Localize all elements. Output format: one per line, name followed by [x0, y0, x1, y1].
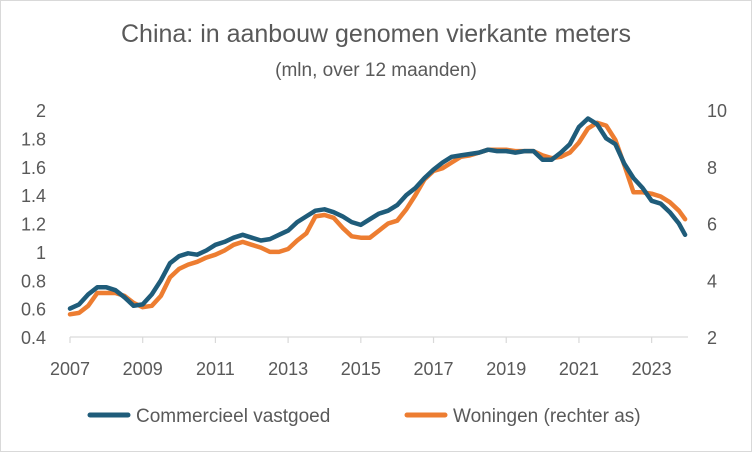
series-line-woningen — [67, 120, 688, 317]
x-tick-label: 2021 — [559, 359, 599, 379]
x-tick-label: 2007 — [50, 359, 90, 379]
x-tick-label: 2019 — [486, 359, 526, 379]
right-axis-ticks: 2 4 6 8 10 — [707, 101, 727, 348]
x-tick-label: 2013 — [268, 359, 308, 379]
x-axis-ticks: 2007 2009 2011 2013 2015 2017 2019 2021 2023 — [50, 337, 672, 379]
right-tick-label: 2 — [707, 328, 717, 348]
series-line-commercieel — [67, 116, 688, 311]
x-tick-label: 2011 — [196, 359, 235, 379]
legend-label-woningen: Woningen (rechter as) — [453, 406, 641, 427]
left-tick-label: 0.4 — [21, 328, 46, 348]
left-tick-label: 2 — [36, 101, 46, 121]
left-tick-label: 0.8 — [21, 271, 46, 291]
chart-title: China: in aanbouw genomen vierkante mete… — [120, 20, 632, 48]
right-tick-label: 6 — [707, 215, 717, 235]
x-tick-label: 2015 — [341, 359, 381, 379]
chart-subtitle: (mln, over 12 maanden) — [275, 60, 477, 81]
legend-label-commercieel: Commercieel vastgoed — [136, 406, 330, 427]
right-tick-label: 10 — [707, 101, 727, 121]
left-tick-label: 1.4 — [21, 186, 46, 206]
x-tick-label: 2023 — [632, 359, 672, 379]
legend: Commercieel vastgoed Woningen (rechter a… — [87, 406, 641, 427]
x-tick-label: 2009 — [123, 359, 163, 379]
left-tick-label: 0.6 — [21, 300, 46, 320]
series-layer — [67, 116, 688, 317]
left-tick-label: 1.8 — [21, 129, 46, 149]
right-tick-label: 4 — [707, 271, 717, 291]
left-tick-label: 1 — [36, 243, 46, 263]
left-tick-label: 1.6 — [21, 158, 46, 178]
left-tick-label: 1.2 — [21, 215, 46, 235]
right-tick-label: 8 — [707, 158, 717, 178]
left-axis-ticks: 0.4 0.6 0.8 1 1.2 1.4 1.6 1.8 2 — [21, 101, 46, 348]
x-tick-label: 2017 — [414, 359, 454, 379]
